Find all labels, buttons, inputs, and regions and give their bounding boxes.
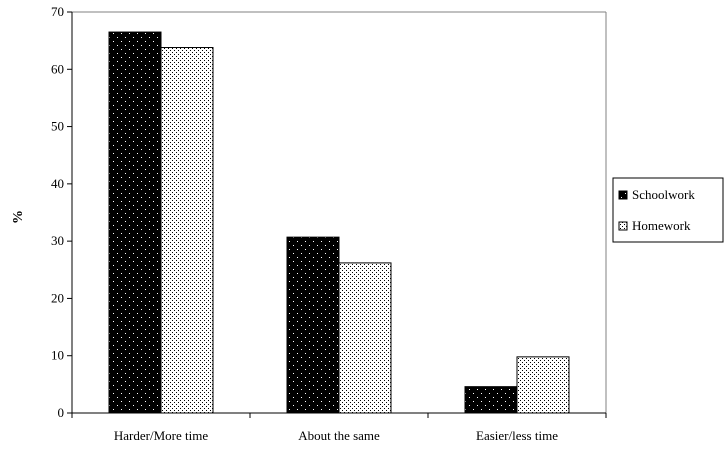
bar-schoolwork xyxy=(286,236,340,414)
y-axis-ticks: 0 10 20 30 40 50 60 70 xyxy=(51,4,72,420)
y-tick-label: 30 xyxy=(51,233,64,248)
y-tick-label: 70 xyxy=(51,4,64,19)
legend: Schoolwork Homework xyxy=(612,177,724,243)
y-tick-label: 10 xyxy=(51,348,64,363)
bar-homework xyxy=(516,356,570,414)
bar-schoolwork xyxy=(464,386,518,414)
legend-box xyxy=(612,177,724,243)
bar-homework xyxy=(160,47,214,414)
bars xyxy=(108,31,570,414)
x-axis-ticks: Harder/More time About the same Easier/les… xyxy=(71,413,607,443)
legend-label-schoolwork: Schoolwork xyxy=(632,187,695,202)
legend-label-homework: Homework xyxy=(632,218,691,233)
y-axis-label: % xyxy=(11,210,26,224)
legend-swatch-homework xyxy=(618,221,628,231)
x-tick-label: Harder/More time xyxy=(114,428,208,443)
legend-swatch-schoolwork xyxy=(618,190,628,200)
y-tick-label: 20 xyxy=(51,290,64,305)
y-tick-label: 50 xyxy=(51,119,64,134)
bar-schoolwork xyxy=(108,31,162,414)
y-tick-label: 0 xyxy=(58,405,65,420)
x-tick-label: Easier/less time xyxy=(476,428,558,443)
x-tick-label: About the same xyxy=(298,428,380,443)
bar-homework xyxy=(338,262,392,414)
y-tick-label: 40 xyxy=(51,176,64,191)
y-tick-label: 60 xyxy=(51,61,64,76)
